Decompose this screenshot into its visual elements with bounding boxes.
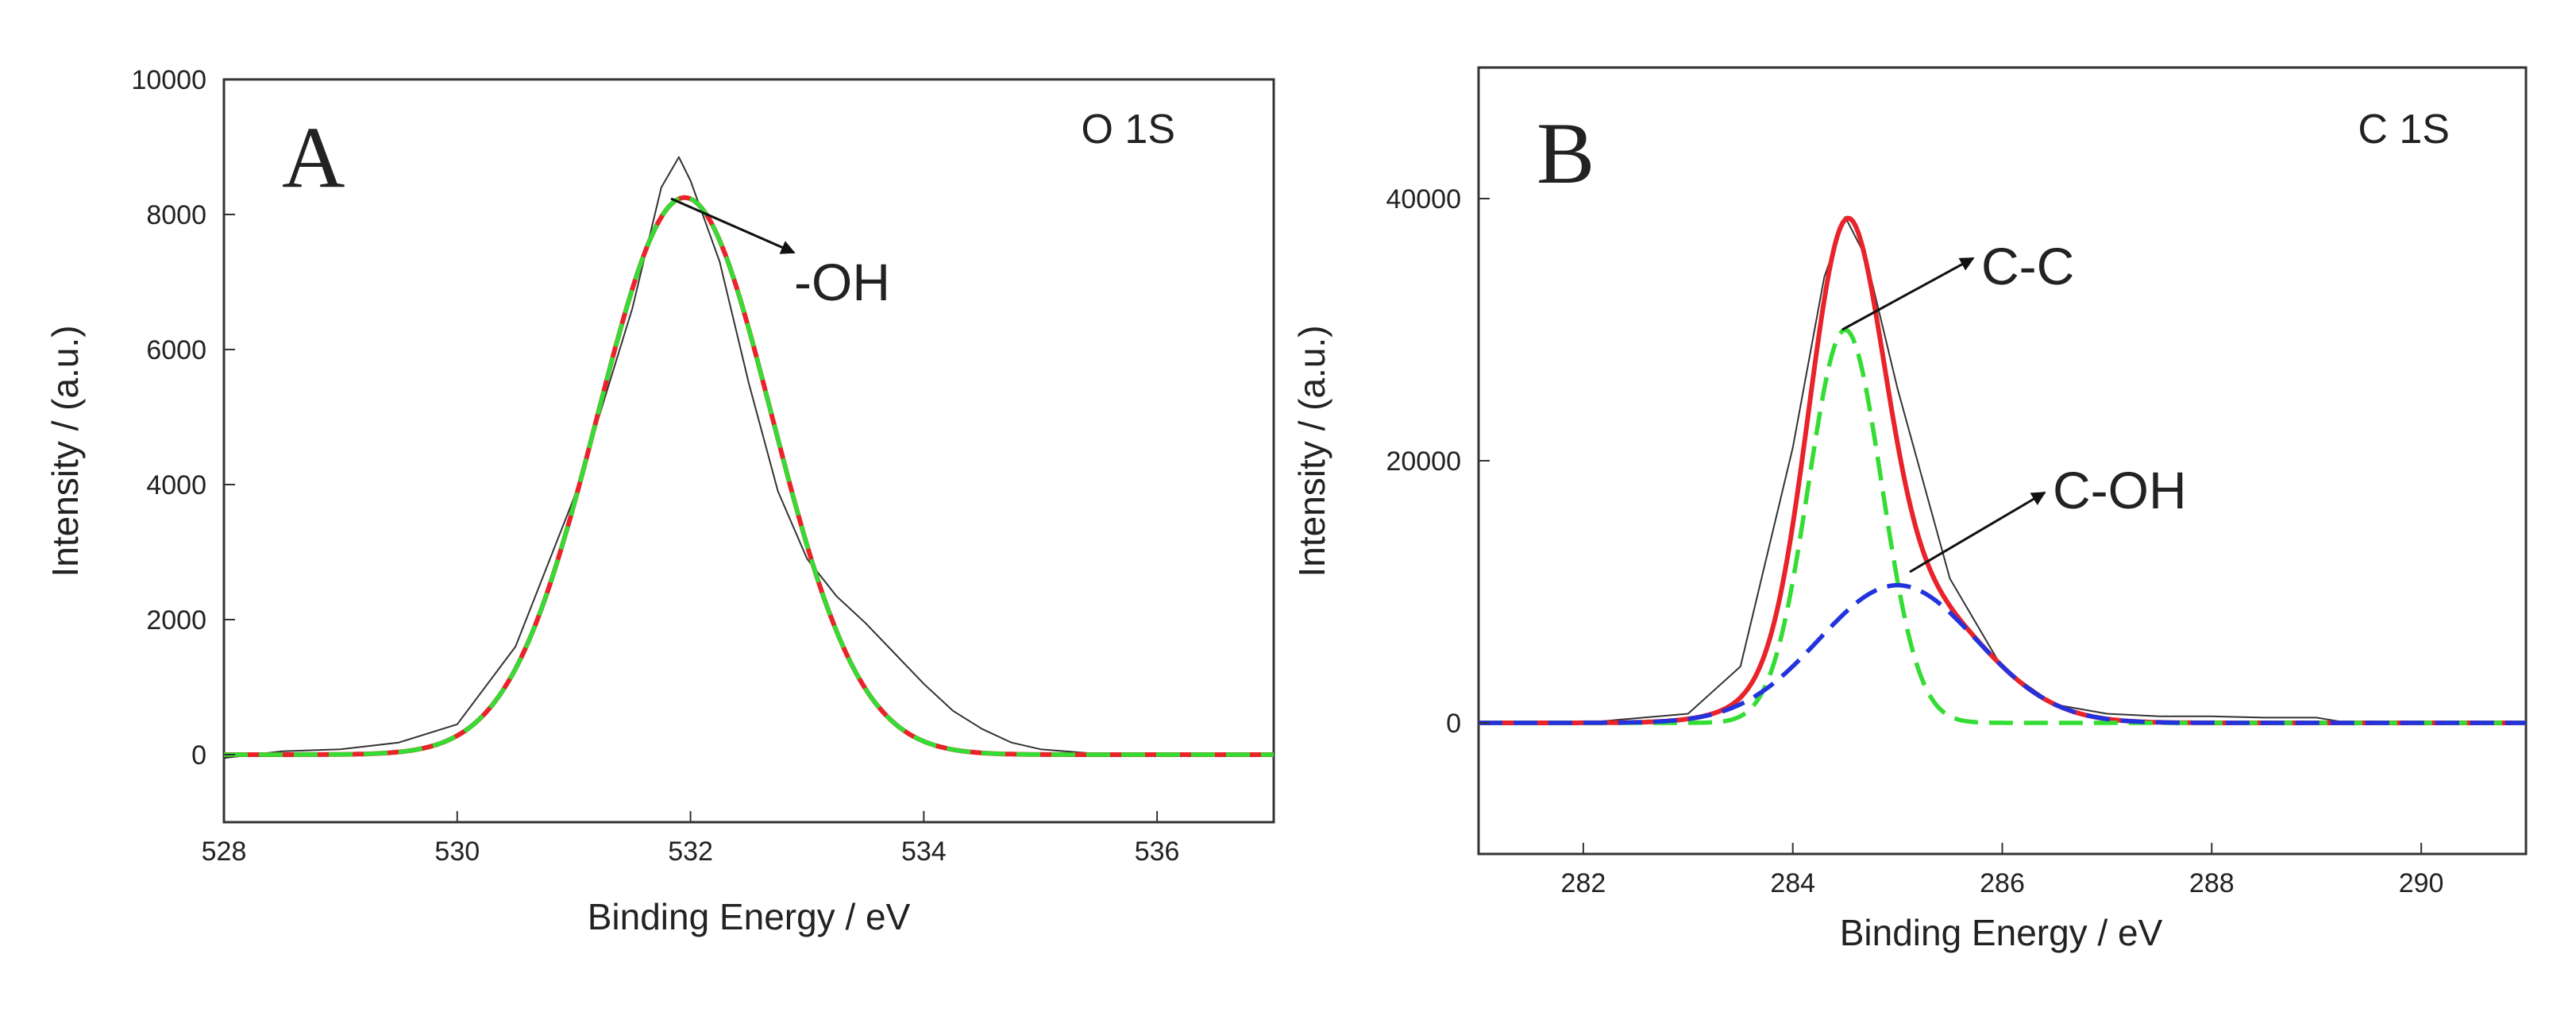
x-tick-label: 282	[1561, 868, 1606, 898]
annotation-arrow-oh	[670, 197, 796, 254]
y-tick-label: 6000	[146, 335, 206, 365]
series-b-c-oh	[1479, 583, 2526, 725]
panel-label-a: A	[282, 109, 345, 206]
series-b-experimental	[1479, 216, 2526, 724]
y-tick-label: 20000	[1386, 446, 1461, 477]
y-tick-label: 40000	[1386, 184, 1461, 214]
series-layer-b	[1479, 215, 2526, 725]
panel-label-b: B	[1537, 105, 1595, 202]
y-ticks-b: 0 20000 40000	[1386, 184, 1490, 739]
x-axis-label-a: Binding Energy / eV	[588, 896, 911, 937]
plot-frame-b	[1477, 66, 2528, 856]
y-axis-label-a: Intensity / (a.u.)	[44, 325, 86, 577]
y-tick-label: 2000	[146, 605, 206, 635]
series-a-experimental	[223, 156, 1274, 759]
x-tick-label: 288	[2189, 868, 2235, 898]
y-axis-label-b: Intensity / (a.u.)	[1291, 325, 1332, 577]
x-tick-label: 284	[1770, 868, 1815, 898]
x-ticks-b: 282 284 286 288 290	[1561, 843, 2444, 898]
x-tick-label: 534	[901, 836, 947, 867]
y-tick-label: 8000	[146, 200, 206, 230]
y-tick-label: 10000	[131, 65, 206, 95]
corner-label-b: C 1S	[2358, 106, 2450, 153]
annotation-arrow-cc	[1841, 257, 1975, 331]
x-ticks-a: 528 530 532 534 536	[202, 811, 1180, 867]
series-layer-a	[223, 156, 1274, 759]
x-tick-label: 290	[2399, 868, 2444, 898]
annotation-coh: C-OH	[2053, 461, 2187, 520]
x-tick-label: 532	[668, 836, 713, 867]
y-tick-label: 0	[191, 740, 206, 771]
x-axis-label-b: Binding Energy / eV	[1840, 912, 2163, 953]
series-a--oh-component	[224, 195, 1274, 757]
corner-label-a: O 1S	[1082, 106, 1176, 153]
plot-frame-a	[222, 78, 1275, 824]
annotation-oh: -OH	[794, 253, 890, 311]
y-ticks-a: 0 2000 4000 6000 8000 10000	[131, 65, 235, 771]
x-tick-label: 528	[202, 836, 247, 867]
panel-b: 282 284 286 288 290 0 20000 40000 B C 1S Bindi…	[1291, 66, 2528, 953]
y-tick-label: 4000	[146, 470, 206, 500]
annotation-arrow-coh	[1909, 491, 2046, 574]
panel-a: 528 530 532 534 536 0 2000 4000 6000 8000 10000 A…	[44, 65, 1275, 937]
series-a-fit-envelope	[224, 195, 1274, 757]
x-tick-label: 530	[434, 836, 480, 867]
annotation-cc: C-C	[1981, 237, 2074, 296]
x-tick-label: 536	[1135, 836, 1180, 867]
y-tick-label: 0	[1446, 709, 1461, 739]
x-tick-label: 286	[1980, 868, 2025, 898]
